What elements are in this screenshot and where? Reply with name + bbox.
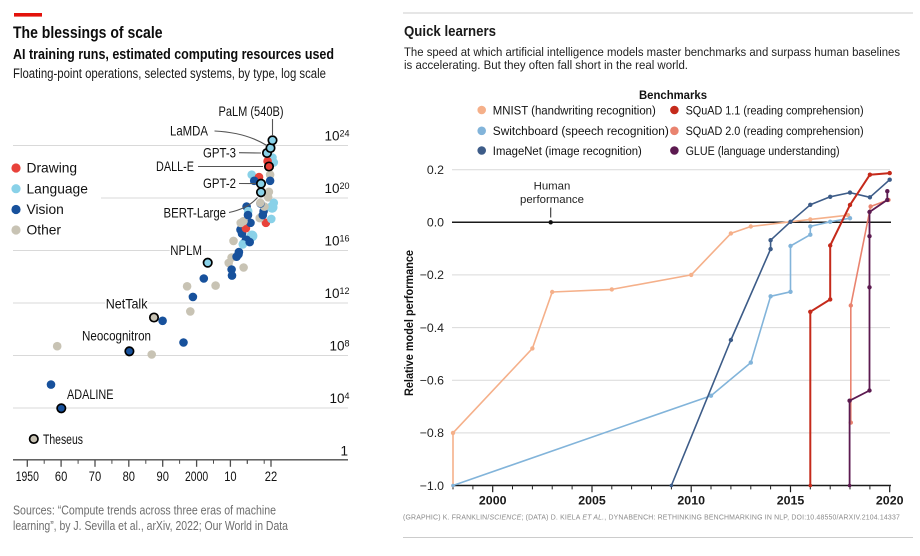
svg-text:10: 10 <box>224 469 236 484</box>
svg-text:NPLM: NPLM <box>170 243 202 258</box>
svg-text:Other: Other <box>27 223 62 238</box>
svg-text:22: 22 <box>265 469 277 484</box>
svg-text:2000: 2000 <box>185 469 208 484</box>
svg-text:DALL-E: DALL-E <box>156 159 194 174</box>
svg-text:GPT-2: GPT-2 <box>203 176 236 191</box>
svg-text:GLUE (language understanding): GLUE (language understanding) <box>686 144 840 158</box>
svg-text:Quick learners: Quick learners <box>404 23 496 40</box>
svg-text:LaMDA: LaMDA <box>170 124 209 139</box>
svg-text:ADALINE: ADALINE <box>67 387 114 402</box>
svg-text:SQuAD 1.1 (reading comprehensi: SQuAD 1.1 (reading comprehension) <box>686 103 864 117</box>
svg-text:The blessings of scale: The blessings of scale <box>13 24 163 42</box>
svg-text:90: 90 <box>157 469 169 484</box>
svg-text:−0.8: −0.8 <box>420 426 444 440</box>
svg-text:NetTalk: NetTalk <box>106 297 148 312</box>
svg-text:0.0: 0.0 <box>427 216 444 230</box>
svg-text:−0.6: −0.6 <box>420 374 444 388</box>
svg-text:−1.0: −1.0 <box>420 479 444 493</box>
svg-text:Language: Language <box>27 181 89 196</box>
svg-text:is accelerating. But they ofte: is accelerating. But they often fall sho… <box>404 58 688 72</box>
svg-text:2005: 2005 <box>578 494 606 508</box>
svg-text:1: 1 <box>340 444 348 459</box>
svg-text:Benchmarks: Benchmarks <box>639 88 707 102</box>
svg-text:Neocognitron: Neocognitron <box>82 329 151 344</box>
svg-text:−0.4: −0.4 <box>420 321 444 335</box>
svg-text:1950: 1950 <box>16 469 39 484</box>
svg-text:performance: performance <box>520 194 584 206</box>
svg-text:AI training runs, estimated co: AI training runs, estimated computing re… <box>13 46 334 63</box>
svg-text:2010: 2010 <box>677 494 705 508</box>
svg-text:SQuAD 2.0 (reading comprehensi: SQuAD 2.0 (reading comprehension) <box>686 124 864 138</box>
svg-text:60: 60 <box>55 469 67 484</box>
svg-text:Switchboard (speech recognitio: Switchboard (speech recognition) <box>493 124 669 138</box>
svg-text:Relative model performance: Relative model performance <box>402 250 416 396</box>
svg-text:GPT-3: GPT-3 <box>203 145 236 160</box>
svg-text:ImageNet (image recognition): ImageNet (image recognition) <box>493 144 642 158</box>
svg-text:0.2: 0.2 <box>427 163 444 177</box>
svg-text:Theseus: Theseus <box>43 432 83 447</box>
svg-text:(GRAPHIC) K. FRANKLIN/SCIENCE;: (GRAPHIC) K. FRANKLIN/SCIENCE; (DATA) D.… <box>403 513 900 522</box>
svg-text:The speed at which artificial: The speed at which artificial intelligen… <box>404 45 900 59</box>
svg-text:−0.2: −0.2 <box>420 268 444 282</box>
svg-text:70: 70 <box>89 469 101 484</box>
svg-text:MNIST (handwriting recognition: MNIST (handwriting recognition) <box>493 103 656 117</box>
svg-text:Sources: “Compute trends acros: Sources: “Compute trends across three er… <box>13 504 276 518</box>
svg-text:Human: Human <box>534 181 571 193</box>
svg-text:PaLM (540B): PaLM (540B) <box>219 104 284 119</box>
svg-text:2000: 2000 <box>479 494 507 508</box>
svg-text:BERT-Large: BERT-Large <box>164 206 227 221</box>
svg-text:Vision: Vision <box>27 202 64 217</box>
svg-text:2020: 2020 <box>876 494 904 508</box>
svg-text:80: 80 <box>123 469 135 484</box>
svg-text:Drawing: Drawing <box>27 161 78 176</box>
svg-text:learning”, by J. Sevilla et al: learning”, by J. Sevilla et al., arXiv, … <box>13 519 288 533</box>
svg-text:Floating-point operations, sel: Floating-point operations, selected syst… <box>13 66 326 81</box>
svg-text:2015: 2015 <box>777 494 805 508</box>
